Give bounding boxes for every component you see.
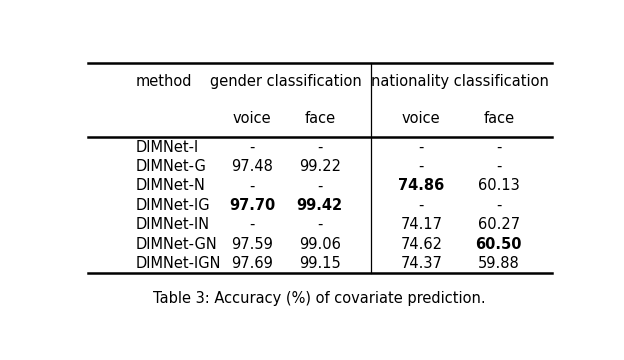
Text: 74.17: 74.17 — [401, 217, 442, 232]
Text: nationality classification: nationality classification — [371, 74, 549, 89]
Text: -: - — [419, 198, 424, 213]
Text: 74.86: 74.86 — [398, 179, 444, 193]
Text: DIMNet-N: DIMNet-N — [136, 179, 206, 193]
Text: 97.59: 97.59 — [231, 237, 273, 252]
Text: -: - — [250, 217, 255, 232]
Text: -: - — [250, 179, 255, 193]
Text: -: - — [496, 159, 502, 174]
Text: -: - — [317, 217, 323, 232]
Text: -: - — [250, 140, 255, 155]
Text: 60.27: 60.27 — [477, 217, 520, 232]
Text: method: method — [136, 74, 193, 89]
Text: 97.48: 97.48 — [231, 159, 273, 174]
Text: -: - — [317, 179, 323, 193]
Text: voice: voice — [233, 111, 271, 126]
Text: face: face — [483, 111, 514, 126]
Text: voice: voice — [402, 111, 441, 126]
Text: 74.37: 74.37 — [401, 256, 442, 271]
Text: -: - — [317, 140, 323, 155]
Text: 97.69: 97.69 — [231, 256, 273, 271]
Text: -: - — [419, 140, 424, 155]
Text: DIMNet-I: DIMNet-I — [136, 140, 199, 155]
Text: 99.15: 99.15 — [299, 256, 341, 271]
Text: gender classification: gender classification — [210, 74, 362, 89]
Text: DIMNet-IGN: DIMNet-IGN — [136, 256, 222, 271]
Text: 60.50: 60.50 — [475, 237, 522, 252]
Text: -: - — [496, 140, 502, 155]
Text: DIMNet-G: DIMNet-G — [136, 159, 207, 174]
Text: 99.22: 99.22 — [299, 159, 341, 174]
Text: 97.70: 97.70 — [229, 198, 275, 213]
Text: 59.88: 59.88 — [478, 256, 520, 271]
Text: -: - — [419, 159, 424, 174]
Text: 99.06: 99.06 — [299, 237, 341, 252]
Text: 74.62: 74.62 — [401, 237, 442, 252]
Text: 99.42: 99.42 — [297, 198, 343, 213]
Text: DIMNet-GN: DIMNet-GN — [136, 237, 218, 252]
Text: 60.13: 60.13 — [478, 179, 520, 193]
Text: DIMNet-IG: DIMNet-IG — [136, 198, 211, 213]
Text: DIMNet-IN: DIMNet-IN — [136, 217, 210, 232]
Text: -: - — [496, 198, 502, 213]
Text: face: face — [305, 111, 335, 126]
Text: Table 3: Accuracy (%) of covariate prediction.: Table 3: Accuracy (%) of covariate predi… — [154, 291, 486, 306]
